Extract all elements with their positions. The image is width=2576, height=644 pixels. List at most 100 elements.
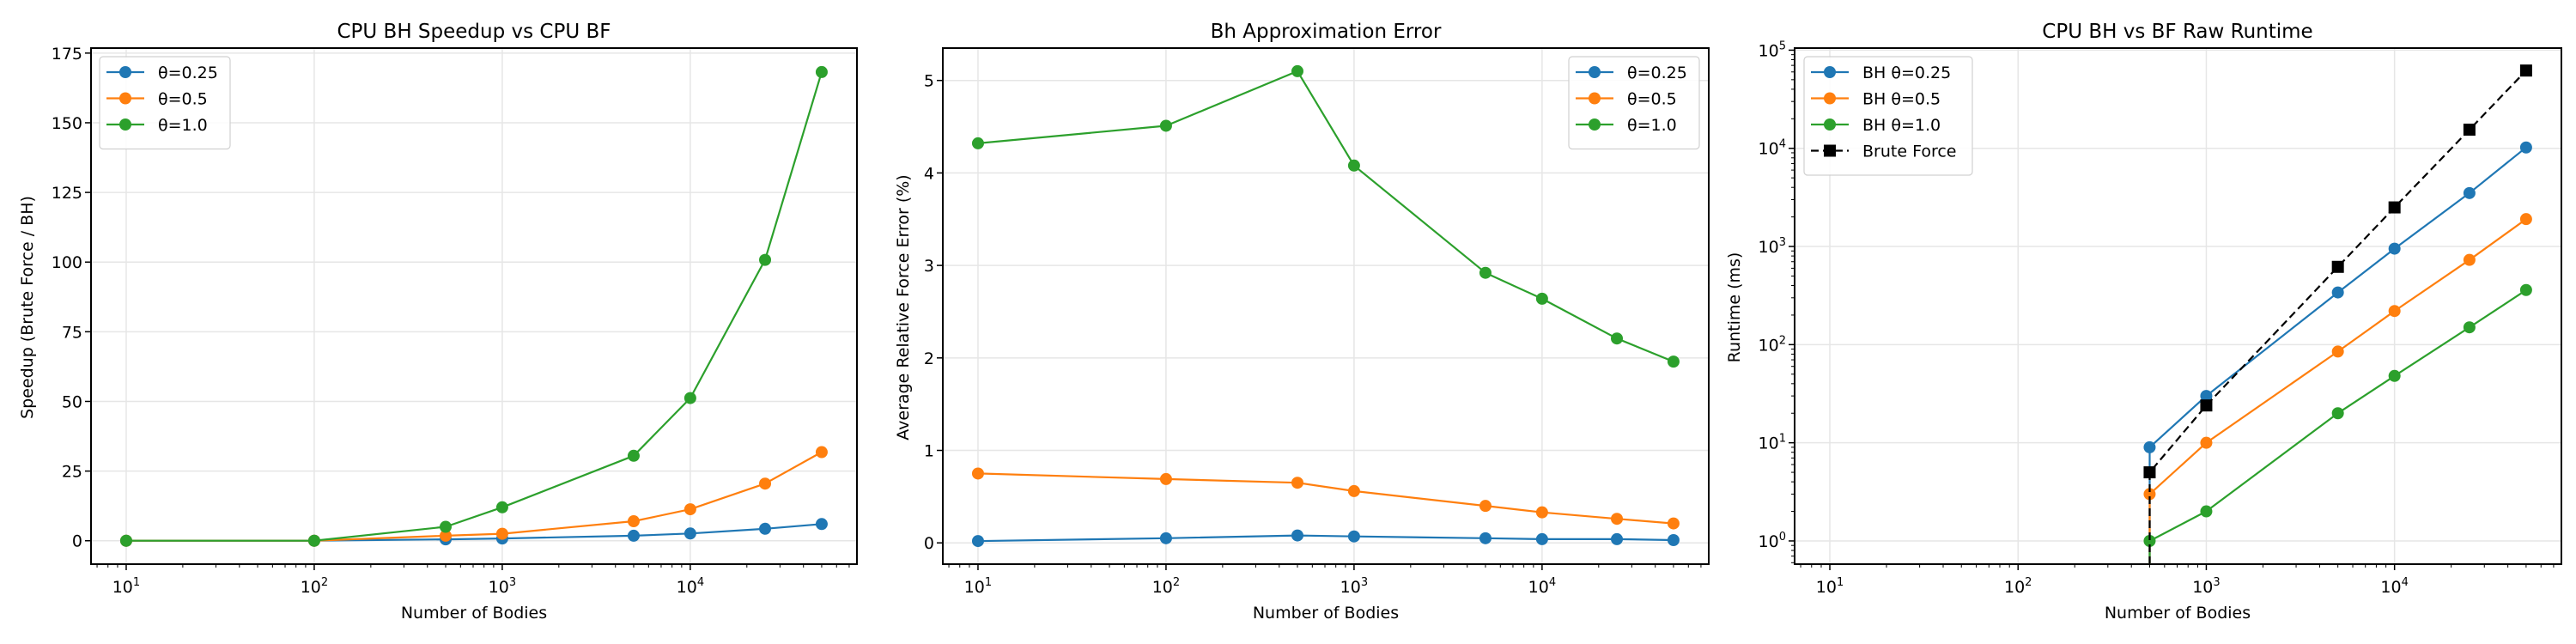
data-point: [2519, 141, 2532, 154]
data-point: [2143, 466, 2156, 479]
plot-series: [119, 65, 828, 547]
data-point: [971, 137, 984, 149]
legend-item: BH θ=1.0: [1811, 116, 1941, 135]
x-tick-label: 104: [1528, 576, 1556, 597]
legend-label: BH θ=0.25: [1862, 64, 1951, 82]
legend-item: θ=0.25: [106, 64, 218, 82]
plot-series: [2143, 64, 2532, 564]
data-point: [2519, 213, 2532, 226]
y-tick-label: 25: [62, 463, 82, 482]
legend-marker: [1824, 92, 1836, 105]
legend-label: θ=1.0: [1627, 116, 1677, 135]
legend-frame: [99, 56, 231, 150]
legend-label: θ=1.0: [158, 116, 208, 135]
series--0.5: [971, 467, 1680, 530]
data-point: [1479, 532, 1492, 544]
series-BH-0.25: [2143, 141, 2532, 564]
data-point: [495, 501, 508, 513]
data-point: [439, 529, 452, 542]
data-point: [2200, 505, 2213, 518]
axes: 101 102 103 104 0 25 50 75 100 125 150 175: [52, 45, 858, 597]
data-point: [683, 503, 696, 516]
legend-marker: [1824, 66, 1836, 78]
x-axis-label: Number of Bodies: [2105, 604, 2251, 623]
x-tick-label: 102: [2004, 576, 2032, 597]
data-point: [971, 467, 984, 480]
legend-item: θ=0.5: [1576, 90, 1677, 109]
chart-title: CPU BH vs BF Raw Runtime: [2042, 21, 2312, 43]
chart-title: Bh Approximation Error: [1211, 21, 1442, 43]
legend-item: BH θ=0.25: [1811, 64, 1951, 82]
data-point: [1159, 532, 1172, 544]
data-point: [1291, 529, 1303, 542]
y-axis-label: Average Relative Force Error (%): [894, 174, 913, 440]
y-tick-label: 102: [1759, 334, 1786, 355]
x-tick-label: 101: [964, 576, 992, 597]
x-tick-label: 102: [1152, 576, 1180, 597]
data-point: [2143, 488, 2156, 501]
legend-item: θ=0.5: [106, 90, 208, 109]
data-point: [2388, 242, 2401, 255]
data-point: [2331, 345, 2344, 358]
legend-marker: [1589, 92, 1601, 105]
y-tick-label: 4: [924, 164, 934, 183]
series-line: [977, 70, 1674, 363]
y-tick-label: 104: [1759, 138, 1786, 159]
data-point: [2331, 286, 2344, 299]
data-point: [2143, 440, 2156, 453]
y-tick-label: 100: [52, 253, 82, 272]
axes-frame: [942, 47, 1710, 565]
axes: 101 102 103 104 0 1 2 3 4 5: [924, 47, 1710, 597]
series-BH-1.0: [2143, 283, 2532, 564]
data-point: [627, 449, 640, 462]
series-BH-0.5: [2143, 213, 2532, 564]
data-point: [2463, 123, 2476, 136]
chart-title: CPU BH Speedup vs CPU BF: [337, 21, 611, 43]
data-point: [1291, 477, 1303, 489]
series--1.0: [119, 65, 828, 547]
legend-label: θ=0.5: [1627, 90, 1677, 109]
x-tick-label: 104: [2380, 576, 2408, 597]
data-point: [1479, 266, 1492, 279]
data-point: [1535, 532, 1548, 545]
error-chart: Bh Approximation Error Number of Bodies …: [894, 21, 1710, 623]
data-point: [2519, 64, 2532, 77]
y-tick-label: 3: [924, 257, 934, 276]
legend: θ=0.25 θ=0.5 θ=1.0: [1568, 56, 1700, 150]
legend-marker: [1589, 66, 1601, 78]
data-point: [627, 515, 640, 528]
data-point: [815, 518, 828, 531]
data-point: [2331, 407, 2344, 420]
x-tick-label: 101: [1816, 576, 1844, 597]
data-point: [2200, 436, 2213, 449]
data-point: [683, 527, 696, 540]
legend-label: BH θ=0.5: [1862, 90, 1941, 109]
axes-frame: [1794, 47, 2562, 565]
series-line: [126, 71, 823, 542]
y-tick-label: 175: [52, 45, 82, 64]
legend-item: BH θ=0.5: [1811, 90, 1941, 109]
speedup-chart: CPU BH Speedup vs CPU BF Number of Bodie…: [18, 21, 858, 623]
y-axis-label: Speedup (Brute Force / BH): [18, 196, 37, 419]
data-point: [1611, 532, 1624, 545]
y-tick-label: 125: [52, 184, 82, 203]
data-point: [1667, 355, 1680, 368]
legend: θ=0.25 θ=0.5 θ=1.0: [99, 56, 231, 150]
data-point: [759, 253, 772, 266]
data-point: [2200, 390, 2213, 403]
x-tick-label: 103: [489, 576, 516, 597]
legend-marker: [1824, 144, 1836, 157]
runtime-chart: CPU BH vs BF Raw Runtime Number of Bodie…: [1725, 21, 2562, 623]
x-tick-label: 103: [1340, 576, 1368, 597]
legend-marker: [119, 118, 131, 131]
data-point: [2388, 305, 2401, 318]
y-tick-label: 0: [924, 534, 934, 553]
data-point: [2388, 201, 2401, 214]
legend-label: Brute Force: [1862, 143, 1956, 161]
data-point: [1535, 506, 1548, 519]
data-point: [2331, 260, 2344, 273]
legend-marker: [119, 66, 131, 78]
axes: 101 102 103 104 100 101 102 103 104 105: [1759, 39, 2562, 597]
series--1.0: [971, 64, 1680, 368]
data-point: [1347, 530, 1360, 543]
